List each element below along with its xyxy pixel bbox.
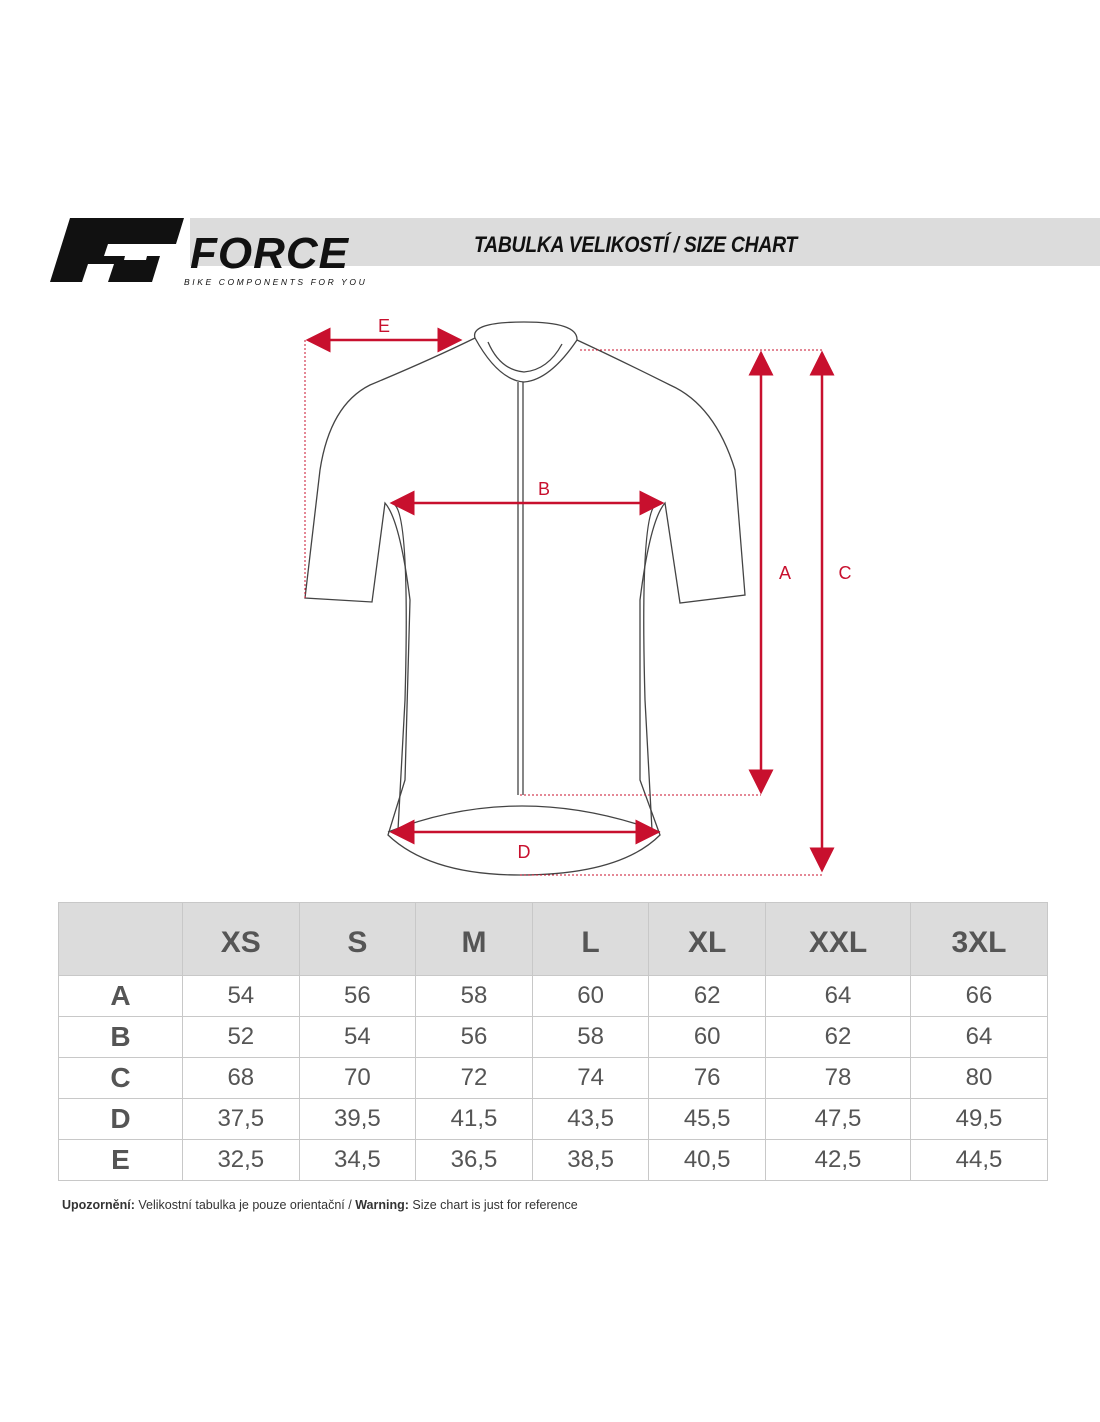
page-title: TABULKA VELIKOSTÍ / SIZE CHART <box>474 232 798 257</box>
table-row: C 68 70 72 74 76 78 80 <box>58 1057 1048 1099</box>
table-cell: 52 <box>182 1016 300 1058</box>
table-cell: 64 <box>764 975 912 1017</box>
table-cell: 66 <box>910 975 1048 1017</box>
table-cell: 74 <box>531 1057 650 1099</box>
table-cell: 40,5 <box>648 1139 766 1181</box>
label-c: C <box>839 563 852 583</box>
header-band <box>190 218 1100 266</box>
table-cell: 39,5 <box>298 1098 417 1140</box>
row-label: A <box>58 975 183 1017</box>
table-cell: 72 <box>415 1057 533 1099</box>
table-cell: 78 <box>764 1057 912 1099</box>
table-cell: 56 <box>415 1016 533 1058</box>
column-header <box>58 902 183 976</box>
table-cell: 56 <box>298 975 417 1017</box>
table-cell: 47,5 <box>764 1098 912 1140</box>
jersey-outline <box>304 321 746 876</box>
column-header: S <box>298 902 417 976</box>
note-cz-label: Upozornění: <box>62 1198 135 1212</box>
table-cell: 38,5 <box>531 1139 650 1181</box>
table-cell: 64 <box>910 1016 1048 1058</box>
table-cell: 62 <box>764 1016 912 1058</box>
table-row: D 37,5 39,5 41,5 43,5 45,5 47,5 49,5 <box>58 1098 1048 1140</box>
row-label: C <box>58 1057 183 1099</box>
row-label: D <box>58 1098 183 1140</box>
table-cell: 76 <box>648 1057 766 1099</box>
table-cell: 80 <box>910 1057 1048 1099</box>
table-cell: 32,5 <box>182 1139 300 1181</box>
table-row: E 32,5 34,5 36,5 38,5 40,5 42,5 44,5 <box>58 1139 1048 1181</box>
measure-arrows <box>305 327 835 873</box>
label-d: D <box>518 842 531 862</box>
guide-lines <box>304 340 822 876</box>
table-cell: 54 <box>298 1016 417 1058</box>
note-en-text: Size chart is just for reference <box>408 1198 578 1212</box>
table-body: A 54 56 58 60 62 64 66 B 52 54 56 58 60 62 64 C 68 70 72 74 7… <box>58 975 1048 1181</box>
note-en-label: Warning: <box>355 1198 409 1212</box>
table-cell: 44,5 <box>910 1139 1048 1181</box>
column-header: XL <box>648 902 766 976</box>
label-b: B <box>538 479 550 499</box>
label-e: E <box>378 316 390 336</box>
table-cell: 58 <box>531 1016 650 1058</box>
table-cell: 34,5 <box>298 1139 417 1181</box>
table-cell: 49,5 <box>910 1098 1048 1140</box>
label-a: A <box>779 563 791 583</box>
table-cell: 36,5 <box>415 1139 533 1181</box>
disclaimer-note: Upozornění: Velikostní tabulka je pouze … <box>62 1198 578 1212</box>
table-cell: 60 <box>531 975 650 1017</box>
table-row: A 54 56 58 60 62 64 66 <box>58 975 1048 1017</box>
row-label: B <box>58 1016 183 1058</box>
brand-name: FORCE <box>190 229 349 278</box>
column-header: 3XL <box>910 902 1048 976</box>
jersey-diagram: E B A C D <box>304 316 852 876</box>
table-cell: 41,5 <box>415 1098 533 1140</box>
table-row: B 52 54 56 58 60 62 64 <box>58 1016 1048 1058</box>
size-table: XS S M L XL XXL 3XL A 54 56 58 60 62 64 66 B 52 54 56 58 60… <box>58 902 1048 1181</box>
force-logo-icon <box>50 218 184 282</box>
column-header: XXL <box>764 902 912 976</box>
table-cell: 60 <box>648 1016 766 1058</box>
column-header: L <box>531 902 650 976</box>
row-label: E <box>58 1139 183 1181</box>
column-header: M <box>415 902 533 976</box>
table-cell: 37,5 <box>182 1098 300 1140</box>
table-header-row: XS S M L XL XXL 3XL <box>58 902 1048 976</box>
table-cell: 68 <box>182 1057 300 1099</box>
table-cell: 70 <box>298 1057 417 1099</box>
table-cell: 62 <box>648 975 766 1017</box>
table-cell: 45,5 <box>648 1098 766 1140</box>
brand-tagline: BIKE COMPONENTS FOR YOU <box>184 277 368 287</box>
table-cell: 58 <box>415 975 533 1017</box>
note-cz-text: Velikostní tabulka je pouze orientační / <box>134 1198 356 1212</box>
column-header: XS <box>182 902 300 976</box>
table-cell: 42,5 <box>764 1139 912 1181</box>
table-cell: 54 <box>182 975 300 1017</box>
table-cell: 43,5 <box>531 1098 650 1140</box>
